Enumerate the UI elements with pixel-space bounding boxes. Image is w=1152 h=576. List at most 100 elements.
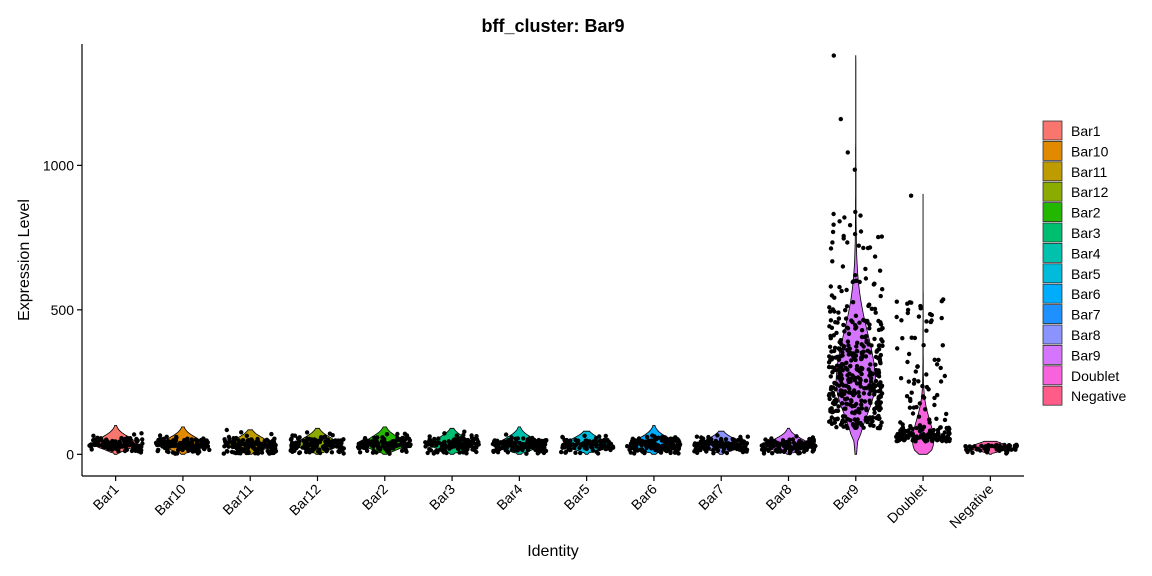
data-point [369, 443, 375, 448]
y-axis: 0 500 1000 [43, 44, 83, 476]
data-point [222, 444, 227, 449]
data-point [461, 436, 466, 442]
data-point [845, 367, 850, 372]
data-point [797, 450, 802, 456]
data-point [579, 443, 584, 448]
data-point [855, 367, 860, 372]
data-point [469, 433, 474, 438]
data-point [867, 391, 872, 397]
data-point [559, 449, 564, 455]
data-point [829, 325, 835, 330]
legend-item-bar9: Bar9 [1042, 344, 1101, 365]
data-point [812, 445, 817, 450]
data-point [93, 442, 99, 447]
data-point [837, 284, 842, 290]
data-point [153, 440, 159, 445]
data-point [383, 441, 388, 446]
data-point [395, 435, 400, 441]
data-point [826, 360, 832, 365]
data-point [934, 416, 939, 421]
data-point [1009, 447, 1014, 452]
data-point [395, 431, 400, 437]
violin-group-doublet [894, 193, 952, 455]
data-point [668, 450, 673, 456]
data-point [826, 364, 832, 370]
data-point [844, 304, 850, 309]
data-point [653, 447, 658, 453]
data-point [195, 451, 201, 456]
data-point [830, 229, 836, 235]
data-point [244, 433, 249, 438]
data-point [91, 438, 96, 443]
data-point [462, 429, 467, 434]
points-bar7 [692, 433, 750, 456]
legend-item-bar4: Bar4 [1042, 242, 1101, 263]
data-point [970, 450, 975, 455]
data-point [843, 316, 849, 321]
data-point [895, 346, 900, 351]
data-point [839, 288, 844, 294]
data-point [474, 437, 480, 442]
data-point [465, 445, 470, 450]
data-point [924, 384, 930, 390]
data-point [845, 347, 850, 353]
data-point [406, 436, 412, 441]
data-point [265, 444, 270, 450]
data-point [854, 381, 860, 386]
data-point [1002, 442, 1007, 448]
data-point [834, 381, 839, 387]
data-point [985, 447, 990, 452]
data-point [876, 382, 881, 387]
data-point [916, 379, 921, 384]
data-point [945, 426, 950, 432]
data-point [836, 404, 841, 409]
data-point [309, 437, 314, 442]
data-point [940, 434, 946, 439]
legend-item-bar3: Bar3 [1042, 222, 1101, 243]
data-point [532, 437, 537, 443]
data-point [856, 390, 861, 395]
data-point [829, 421, 835, 426]
data-point [920, 383, 925, 389]
data-point [832, 309, 837, 314]
points-negative [963, 442, 1019, 456]
data-point [835, 354, 840, 359]
data-point [1006, 443, 1012, 448]
data-point [934, 435, 940, 440]
data-point [769, 436, 774, 441]
data-point [515, 436, 520, 441]
data-point [389, 440, 395, 446]
data-point [864, 338, 869, 343]
data-point [239, 430, 244, 435]
data-point [827, 344, 833, 349]
data-point [847, 223, 853, 228]
data-point [932, 402, 937, 408]
data-point [918, 425, 923, 430]
data-point [585, 440, 590, 445]
data-point [180, 446, 185, 451]
data-point [174, 451, 180, 456]
data-point [838, 116, 843, 122]
data-point [372, 435, 377, 441]
data-point [631, 439, 636, 444]
data-point [842, 329, 847, 334]
points-bar1 [87, 431, 145, 455]
data-point [919, 433, 924, 438]
data-point [944, 411, 949, 417]
data-point [224, 449, 230, 454]
data-point [848, 379, 853, 384]
data-point [442, 439, 447, 445]
data-point [928, 319, 933, 325]
data-point [831, 393, 836, 398]
data-point [837, 347, 842, 352]
data-point [867, 322, 872, 327]
data-point [656, 435, 661, 440]
data-point [736, 442, 741, 447]
violin-group-bar11 [221, 427, 279, 456]
data-point [541, 450, 547, 456]
data-point [636, 436, 642, 441]
data-point [852, 411, 857, 416]
data-point [910, 411, 916, 416]
legend-swatch [1042, 222, 1063, 243]
data-point [89, 447, 94, 452]
